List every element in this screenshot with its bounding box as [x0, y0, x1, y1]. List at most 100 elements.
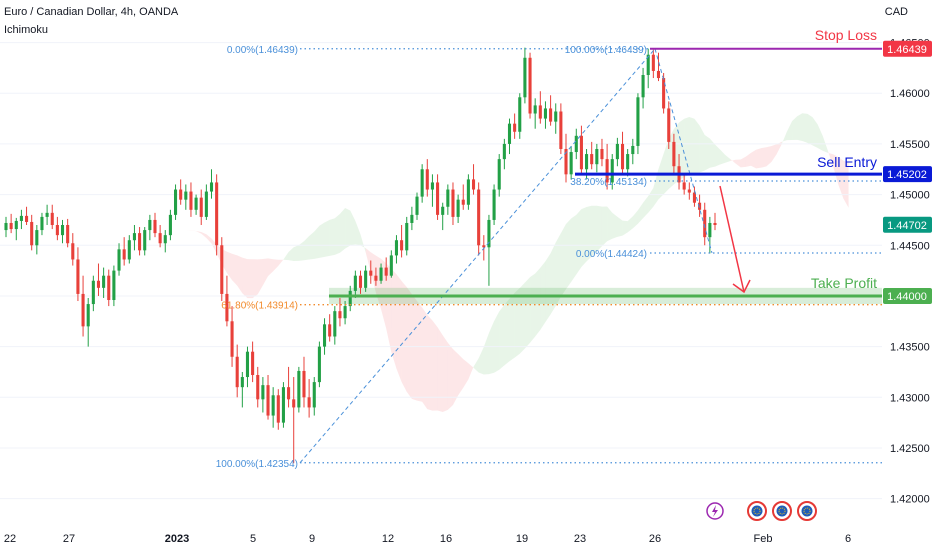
- candle[interactable]: [66, 219, 69, 247]
- candle[interactable]: [508, 119, 511, 154]
- candle[interactable]: [529, 53, 532, 119]
- candle[interactable]: [539, 91, 542, 123]
- candle[interactable]: [159, 225, 162, 247]
- candle[interactable]: [426, 159, 429, 197]
- candle[interactable]: [179, 179, 182, 204]
- candle[interactable]: [667, 101, 670, 149]
- candle[interactable]: [688, 182, 691, 199]
- candle[interactable]: [323, 318, 326, 354]
- candle[interactable]: [128, 235, 131, 263]
- projection-arrow[interactable]: [720, 186, 750, 292]
- candle[interactable]: [261, 377, 264, 412]
- symbol-title[interactable]: Euro / Canadian Dollar, 4h, OANDA: [4, 6, 178, 18]
- candle[interactable]: [184, 184, 187, 209]
- candle[interactable]: [703, 203, 706, 246]
- candle[interactable]: [626, 149, 629, 176]
- candle[interactable]: [246, 347, 249, 388]
- candle[interactable]: [153, 213, 156, 237]
- candle[interactable]: [559, 103, 562, 154]
- candle[interactable]: [241, 372, 244, 407]
- arrow-shaft[interactable]: [720, 186, 744, 292]
- candle[interactable]: [56, 217, 59, 240]
- candle[interactable]: [30, 215, 33, 250]
- candle[interactable]: [575, 129, 578, 159]
- candle[interactable]: [20, 210, 23, 229]
- candle[interactable]: [590, 142, 593, 169]
- candle[interactable]: [570, 146, 573, 179]
- candle[interactable]: [282, 382, 285, 428]
- candle[interactable]: [493, 184, 496, 225]
- economic-event-icon[interactable]: [798, 502, 816, 520]
- candle[interactable]: [652, 50, 655, 78]
- candle[interactable]: [46, 205, 49, 225]
- candle[interactable]: [647, 49, 650, 89]
- candle[interactable]: [713, 213, 716, 230]
- candle[interactable]: [318, 342, 321, 388]
- candle[interactable]: [71, 233, 74, 265]
- candle[interactable]: [415, 193, 418, 220]
- candle[interactable]: [205, 184, 208, 219]
- candle[interactable]: [169, 210, 172, 240]
- candle[interactable]: [277, 389, 280, 430]
- candle[interactable]: [107, 270, 110, 306]
- candle[interactable]: [446, 184, 449, 214]
- candle[interactable]: [405, 217, 408, 256]
- candle[interactable]: [544, 101, 547, 128]
- candle[interactable]: [148, 215, 151, 240]
- economic-event-icon[interactable]: [773, 502, 791, 520]
- candle[interactable]: [410, 207, 413, 230]
- candle[interactable]: [534, 98, 537, 128]
- candle[interactable]: [451, 182, 454, 225]
- candle[interactable]: [308, 379, 311, 418]
- candle[interactable]: [513, 114, 516, 139]
- candle[interactable]: [636, 93, 639, 154]
- candle[interactable]: [487, 215, 490, 286]
- candle[interactable]: [549, 95, 552, 125]
- candle[interactable]: [467, 174, 470, 209]
- candle[interactable]: [477, 182, 480, 255]
- candle[interactable]: [15, 218, 18, 240]
- candle[interactable]: [600, 139, 603, 166]
- candle[interactable]: [395, 235, 398, 263]
- indicator-label[interactable]: Ichimoku: [4, 24, 48, 36]
- candle[interactable]: [112, 266, 115, 307]
- candle[interactable]: [97, 264, 100, 296]
- candle[interactable]: [10, 214, 13, 233]
- candle[interactable]: [554, 103, 557, 133]
- candle[interactable]: [76, 247, 79, 301]
- candle[interactable]: [472, 164, 475, 194]
- candle[interactable]: [133, 225, 136, 250]
- candle[interactable]: [421, 164, 424, 203]
- candle[interactable]: [302, 357, 305, 408]
- candle[interactable]: [457, 195, 460, 223]
- candle[interactable]: [51, 205, 54, 229]
- candle[interactable]: [220, 237, 223, 301]
- candle[interactable]: [631, 139, 634, 164]
- candle[interactable]: [287, 367, 290, 408]
- candle[interactable]: [117, 243, 120, 275]
- candle[interactable]: [328, 314, 331, 341]
- candle[interactable]: [251, 342, 254, 383]
- candle[interactable]: [390, 250, 393, 277]
- candle[interactable]: [87, 298, 90, 347]
- candle[interactable]: [215, 174, 218, 255]
- candle[interactable]: [621, 132, 624, 175]
- candle[interactable]: [498, 154, 501, 197]
- candle[interactable]: [595, 144, 598, 172]
- candle[interactable]: [4, 217, 7, 237]
- candle[interactable]: [102, 268, 105, 298]
- candle[interactable]: [164, 230, 167, 252]
- candle[interactable]: [61, 220, 64, 243]
- candle[interactable]: [441, 203, 444, 230]
- candle[interactable]: [313, 377, 316, 416]
- candle[interactable]: [462, 184, 465, 209]
- candle[interactable]: [400, 225, 403, 257]
- candle[interactable]: [195, 195, 198, 215]
- candle[interactable]: [518, 93, 521, 139]
- candle[interactable]: [189, 182, 192, 216]
- candle[interactable]: [272, 387, 275, 428]
- candle[interactable]: [256, 367, 259, 408]
- candle[interactable]: [564, 134, 567, 183]
